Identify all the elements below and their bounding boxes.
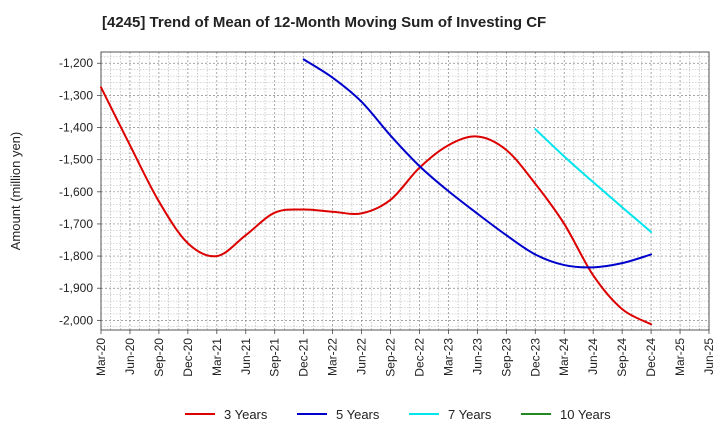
x-tick-label: Mar-24 bbox=[557, 338, 571, 376]
plot-frame bbox=[100, 51, 710, 331]
x-tick-label: Mar-22 bbox=[326, 338, 340, 376]
y-tick-label: -2,000 bbox=[59, 313, 93, 327]
y-tick-label: -1,600 bbox=[59, 185, 93, 199]
legend-label-10-years: 10 Years bbox=[560, 407, 611, 422]
x-tick-label: Jun-23 bbox=[470, 338, 484, 375]
y-tick-label: -1,900 bbox=[59, 281, 93, 295]
x-tick-label: Dec-21 bbox=[297, 338, 311, 377]
x-tick-label: Mar-20 bbox=[94, 338, 108, 376]
x-tick-label: Sep-24 bbox=[615, 338, 629, 377]
axes: -1,200 -1,300 -1,400 -1,500 -1,600 -1,700 -1,8… bbox=[8, 51, 716, 377]
y-tick-label: -1,500 bbox=[59, 153, 93, 167]
y-tick-label: -1,400 bbox=[59, 121, 93, 135]
x-tick-label: Dec-23 bbox=[528, 338, 542, 377]
x-tick-label: Sep-22 bbox=[384, 338, 398, 377]
x-tick-label: Jun-20 bbox=[123, 338, 137, 375]
legend: 3 Years 5 Years 7 Years 10 Years bbox=[185, 407, 611, 422]
grid bbox=[100, 52, 710, 330]
x-tick-label: Sep-23 bbox=[499, 338, 513, 377]
legend-label-5-years: 5 Years bbox=[336, 407, 380, 422]
x-tick-label: Mar-21 bbox=[210, 338, 224, 376]
x-tick-label: Jun-21 bbox=[239, 338, 253, 375]
x-tick-label: Dec-22 bbox=[412, 338, 426, 377]
legend-label-3-years: 3 Years bbox=[224, 407, 268, 422]
y-tick-label: -1,800 bbox=[59, 249, 93, 263]
series-line-5-years bbox=[302, 58, 653, 269]
chart-title: [4245] Trend of Mean of 12-Month Moving … bbox=[102, 14, 547, 31]
x-tick-label: Jun-25 bbox=[702, 338, 716, 375]
x-tick-label: Mar-25 bbox=[673, 338, 687, 376]
series bbox=[100, 58, 653, 326]
x-tick-label: Dec-20 bbox=[181, 338, 195, 377]
legend-label-7-years: 7 Years bbox=[448, 407, 492, 422]
x-tick-label: Sep-20 bbox=[152, 338, 166, 377]
series-line-3-years bbox=[100, 86, 653, 326]
y-tick-label: -1,700 bbox=[59, 217, 93, 231]
x-tick-label: Dec-24 bbox=[644, 338, 658, 377]
x-tick-label: Jun-24 bbox=[586, 338, 600, 375]
x-tick-label: Jun-22 bbox=[355, 338, 369, 375]
x-tick-label: Mar-23 bbox=[441, 338, 455, 376]
series-line-7-years bbox=[534, 128, 653, 233]
y-tick-label: -1,200 bbox=[59, 56, 93, 70]
y-tick-label: -1,300 bbox=[59, 88, 93, 102]
y-axis-label: Amount (million yen) bbox=[8, 132, 23, 251]
x-tick-label: Sep-21 bbox=[268, 338, 282, 377]
